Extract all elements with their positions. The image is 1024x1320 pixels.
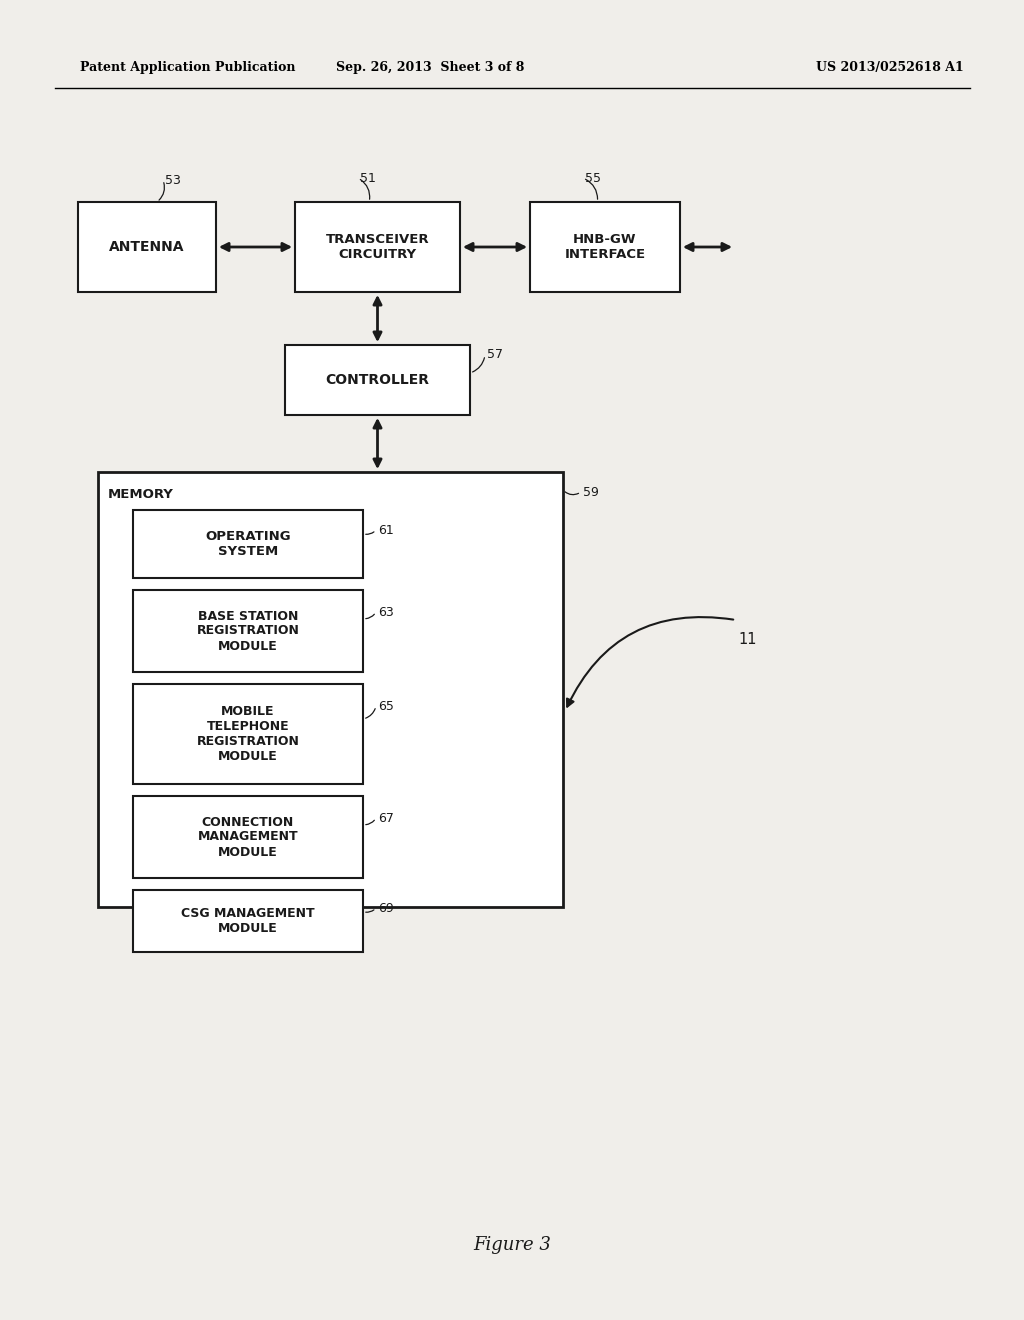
Text: 51: 51 bbox=[360, 172, 376, 185]
Bar bbox=[133, 510, 362, 578]
Text: CONTROLLER: CONTROLLER bbox=[326, 374, 429, 387]
Bar bbox=[98, 473, 563, 907]
Text: TRANSCEIVER
CIRCUITRY: TRANSCEIVER CIRCUITRY bbox=[326, 234, 429, 261]
Text: MOBILE
TELEPHONE
REGISTRATION
MODULE: MOBILE TELEPHONE REGISTRATION MODULE bbox=[197, 705, 299, 763]
Text: 55: 55 bbox=[585, 172, 601, 185]
Text: US 2013/0252618 A1: US 2013/0252618 A1 bbox=[816, 62, 964, 74]
Bar bbox=[78, 202, 216, 292]
Text: 63: 63 bbox=[378, 606, 394, 619]
Text: HNB-GW
INTERFACE: HNB-GW INTERFACE bbox=[564, 234, 645, 261]
Text: BASE STATION
REGISTRATION
MODULE: BASE STATION REGISTRATION MODULE bbox=[197, 610, 299, 652]
Bar bbox=[133, 684, 362, 784]
Text: OPERATING
SYSTEM: OPERATING SYSTEM bbox=[205, 531, 291, 558]
Bar bbox=[133, 890, 362, 952]
Text: 61: 61 bbox=[378, 524, 394, 536]
Text: MEMORY: MEMORY bbox=[108, 488, 174, 502]
Bar bbox=[133, 590, 362, 672]
Text: 59: 59 bbox=[583, 486, 599, 499]
Text: Patent Application Publication: Patent Application Publication bbox=[80, 62, 296, 74]
Bar bbox=[295, 202, 460, 292]
Text: ANTENNA: ANTENNA bbox=[110, 240, 184, 253]
Text: 57: 57 bbox=[487, 348, 503, 362]
Text: 11: 11 bbox=[738, 632, 757, 648]
Bar bbox=[133, 796, 362, 878]
Bar bbox=[530, 202, 680, 292]
Text: 67: 67 bbox=[378, 812, 394, 825]
Bar bbox=[285, 345, 470, 414]
Text: Sep. 26, 2013  Sheet 3 of 8: Sep. 26, 2013 Sheet 3 of 8 bbox=[336, 62, 524, 74]
Text: Figure 3: Figure 3 bbox=[473, 1236, 551, 1254]
Text: CONNECTION
MANAGEMENT
MODULE: CONNECTION MANAGEMENT MODULE bbox=[198, 816, 298, 858]
Text: 65: 65 bbox=[378, 700, 394, 713]
Text: 53: 53 bbox=[165, 173, 181, 186]
Text: 69: 69 bbox=[378, 902, 394, 915]
Text: CSG MANAGEMENT
MODULE: CSG MANAGEMENT MODULE bbox=[181, 907, 314, 935]
